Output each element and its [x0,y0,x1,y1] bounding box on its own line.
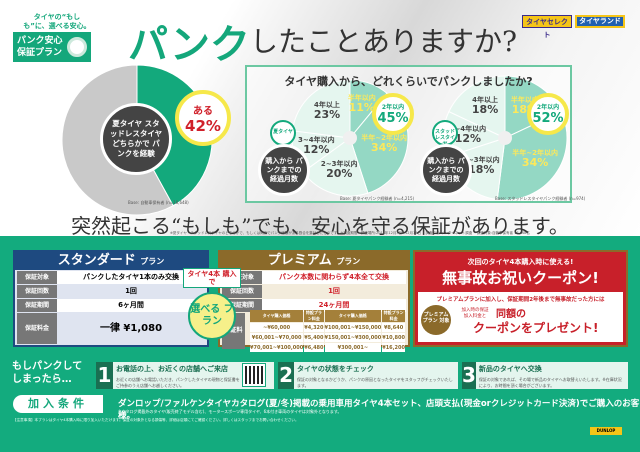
premium-plan: プレミアム プラン 保証対象 パンク本数に関わらず4本全て交換 保証回数 1回 保証… [218,250,410,370]
qr-code-icon[interactable] [242,363,266,387]
months-center-label: 購入から パンクまでの 経過月数 [258,144,310,196]
headline-emphasis: パンク [128,22,250,68]
premium-plan-header: プレミアム プラン [220,252,408,270]
overall-base-note: Base: 自動車保有者 (n=18,648) [128,200,189,205]
coupon-title: 無事故お祝いクーポン! [442,269,599,287]
tire-type-tag: スタッドレスタイヤ [432,120,458,147]
brand-tire-land: タイヤランド [575,15,625,28]
survey-note: ※夏タイヤ・スタッドレスタイヤのどちらかで、もしくは両方でパンク経験がある割合を… [170,231,530,235]
fee-table: タイヤ購入価格 特設プラン料金 タイヤ購入価格 特設プラン料金 ~¥60,000 ¥4,… [250,310,405,352]
logo-tagline: タイヤの“もしも”に、選べる安心。 [23,13,91,30]
premium-seal: プレミアム プラン 対象 [421,305,451,335]
conditions-label: 加入条件 [13,395,103,413]
fine-print: 【注意事項】本プランはタイヤ4本購入時に限り加入いただけます。保証の対象外となる… [13,418,299,422]
pie-slice-label: 2~3年以内 20% [320,160,358,181]
step-3: 3 新品のタイヤへ交換 保証の対象であれば、その場で新品のタイヤへお取替えいたします… [462,362,628,389]
highlight-bubble: 2年以内 52% [527,93,569,135]
pie-slice-label: 3~4年以内 12% [449,124,487,145]
coupon-box: 次回のタイヤ4本購入時に使える! 無事故お祝いクーポン! プレミアムプランに加入… [413,250,628,347]
conditions-note: ※カタログ掲載外のタイヤ(販売終了モデル含む)、モータースポーツ専用タイヤ、6本… [118,409,342,414]
highlight-bubble: 2年以内 45% [372,93,414,135]
brand-tire-select: タイヤセレクト [522,15,572,39]
overall-bubble: ある 42% [175,90,231,146]
pie-slice-label: 半年以内 11% [347,94,376,115]
slogan: 突然起こる“もしも”でも、安心を守る保証があります。 [71,214,569,238]
choose-plan-circle: 選べる プラン [188,292,236,340]
pie-slice-label: 4年以上 23% [313,100,341,121]
panel-title: タイヤ購入から、どれくらいでパンクしましたか? [284,75,533,88]
standard-plan: スタンダード プラン 保証対象 パンクしたタイヤ1本のみ交換 保証回数 1回 保証期… [13,250,209,347]
pie-slice-label: 3~4年以内 12% [297,135,335,156]
dunlop-logo: DUNLOP [590,427,622,435]
headline-rest: したことありますか? [250,25,518,58]
steps-lead: もしパンクして しまったら… [12,361,83,385]
months-center-label: 購入から パンクまでの 経過月数 [420,144,472,196]
conditions-text: ダンロップ/ファルケンタイヤカタログ(夏/冬)掲載の乗用車用タイヤ4本セット、店… [118,399,640,421]
step-2: 2 タイヤの状態をチェック 保証の対象となるかどうか、パンクの原因となったタイヤをス… [278,362,458,389]
months-panel: タイヤ購入から、どれくらいでパンクしましたか? [245,65,572,203]
tire-type-tag: 夏タイヤ [270,120,296,146]
chart-base-note: Base: スタッドレスタイヤパンク経験者 (n=974) [495,196,586,201]
step-1: 1 お電話の上、お近くの店舗へご来店 お近くの店舗へお電話いただき、パンクしたタイヤ… [96,362,274,389]
pie-slice-label: 4年以上 18% [471,95,499,116]
choose-plan-ribbon: タイヤ4本 購入で [183,268,241,288]
standard-plan-header: スタンダード プラン [15,252,207,270]
overall-center-label: 夏タイヤ スタッドレスタイヤ どちらかで パンクを経験 [100,103,172,175]
choose-plan-badge: タイヤ4本 購入で 選べる プラン [183,268,241,346]
pie-slice-label: 半年~2年以内 34% [361,133,408,154]
pie-slice-label: 2~3年以内 18% [462,155,500,176]
chart-base-note: Base: 夏タイヤパンク経験者 (n=4,215) [340,196,415,201]
plan-logo: パンク安心保証プラン [13,32,91,62]
wheel-icon [67,37,87,57]
pie-slice-label: 半年~2年以内 34% [512,148,558,169]
